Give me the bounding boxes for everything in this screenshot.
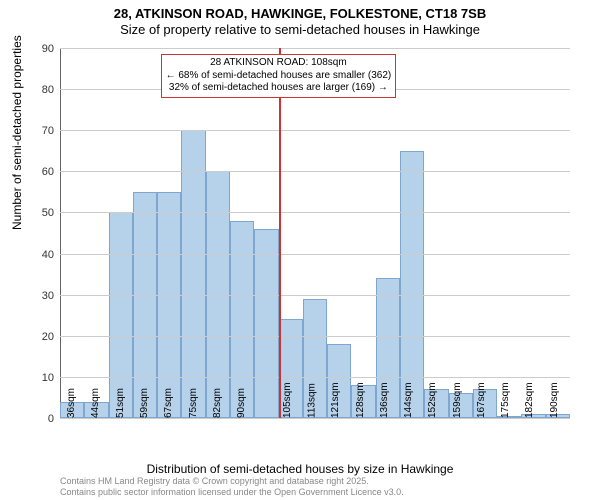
y-tick-label: 30 xyxy=(42,290,60,302)
gridline: 90 xyxy=(60,48,570,49)
y-axis-title: Number of semi-detached properties xyxy=(10,35,24,230)
y-tick-label: 10 xyxy=(42,372,60,384)
x-tick-label: 190sqm xyxy=(545,382,560,418)
gridline: 30 xyxy=(60,295,570,296)
property-size-histogram: 28, ATKINSON ROAD, HAWKINGE, FOLKESTONE,… xyxy=(0,0,600,500)
chart-title-subtitle: Size of property relative to semi-detach… xyxy=(0,22,600,38)
bar-slot: 159sqm xyxy=(449,48,473,418)
bar-slot: 44sqm xyxy=(84,48,108,418)
bar-slot: 90sqm xyxy=(230,48,254,418)
bar-slot: 75sqm xyxy=(181,48,205,418)
y-tick-label: 70 xyxy=(42,125,60,137)
bar xyxy=(157,192,181,418)
bar-slot: 67sqm xyxy=(157,48,181,418)
y-tick-label: 20 xyxy=(42,331,60,343)
subject-annotation-box: 28 ATKINSON ROAD: 108sqm← 68% of semi-de… xyxy=(161,54,397,98)
gridline: 60 xyxy=(60,171,570,172)
x-tick-label: 51sqm xyxy=(111,388,126,418)
annotation-larger: 32% of semi-detached houses are larger (… xyxy=(166,82,392,95)
bar-slot: 82sqm xyxy=(206,48,230,418)
bars-container: 36sqm 44sqm 51sqm 59sqm 67sqm 75sqm 82sqm 90sqm… xyxy=(60,48,570,418)
x-tick-label: 121sqm xyxy=(326,382,341,418)
gridline: 70 xyxy=(60,130,570,131)
gridline: 10 xyxy=(60,377,570,378)
bar-slot: 113sqm xyxy=(303,48,327,418)
y-tick-label: 0 xyxy=(48,413,60,425)
bar-slot: 36sqm xyxy=(60,48,84,418)
bar-slot: 121sqm xyxy=(327,48,351,418)
y-tick-label: 80 xyxy=(42,84,60,96)
bar-slot: 190sqm xyxy=(546,48,570,418)
y-tick-label: 40 xyxy=(42,249,60,261)
bar-slot: 51sqm xyxy=(109,48,133,418)
bar xyxy=(133,192,157,418)
plot-area: 36sqm 44sqm 51sqm 59sqm 67sqm 75sqm 82sqm 90sqm… xyxy=(60,48,570,418)
x-tick-label: 59sqm xyxy=(135,388,150,418)
gridline: 50 xyxy=(60,212,570,213)
bar-slot: 105sqm xyxy=(279,48,303,418)
annotation-smaller: ← 68% of semi-detached houses are smalle… xyxy=(166,70,392,83)
bar xyxy=(181,130,205,418)
gridline: 40 xyxy=(60,254,570,255)
gridline: 20 xyxy=(60,336,570,337)
x-tick-label: 36sqm xyxy=(62,388,77,418)
x-tick-label: 144sqm xyxy=(399,382,414,418)
x-tick-label: 182sqm xyxy=(521,382,536,418)
x-tick-label: 113sqm xyxy=(303,383,318,418)
x-tick-label: 167sqm xyxy=(472,382,487,418)
footer-line-1: Contains HM Land Registry data © Crown c… xyxy=(60,476,404,487)
x-tick-label: 152sqm xyxy=(424,382,439,418)
bar-slot xyxy=(254,48,278,418)
x-tick-label: 159sqm xyxy=(448,382,463,418)
bar-slot: 128sqm xyxy=(351,48,375,418)
x-tick-label: 128sqm xyxy=(351,382,366,418)
bar-slot: 152sqm xyxy=(424,48,448,418)
bar-slot: 136sqm xyxy=(376,48,400,418)
bar-slot: 182sqm xyxy=(521,48,545,418)
x-axis-title: Distribution of semi-detached houses by … xyxy=(0,462,600,476)
x-tick-label: 136sqm xyxy=(375,382,390,418)
bar-slot: 59sqm xyxy=(133,48,157,418)
x-tick-label: 82sqm xyxy=(208,388,223,418)
footer-line-2: Contains public sector information licen… xyxy=(60,487,404,498)
x-tick-label: 44sqm xyxy=(86,388,101,418)
chart-title-block: 28, ATKINSON ROAD, HAWKINGE, FOLKESTONE,… xyxy=(0,0,600,39)
y-tick-label: 60 xyxy=(42,166,60,178)
x-tick-label: 67sqm xyxy=(159,388,174,418)
bar-slot: 175sqm xyxy=(497,48,521,418)
annotation-title: 28 ATKINSON ROAD: 108sqm xyxy=(166,57,392,70)
x-tick-label: 175sqm xyxy=(496,382,511,418)
y-tick-label: 90 xyxy=(42,43,60,55)
bar xyxy=(400,151,424,418)
x-tick-label: 75sqm xyxy=(184,388,199,418)
x-tick-label: 90sqm xyxy=(232,388,247,418)
bar-slot: 167sqm xyxy=(473,48,497,418)
bar xyxy=(254,229,278,418)
gridline: 0 xyxy=(60,418,570,419)
y-tick-label: 50 xyxy=(42,207,60,219)
subject-marker-line xyxy=(279,48,281,418)
chart-title-address: 28, ATKINSON ROAD, HAWKINGE, FOLKESTONE,… xyxy=(0,6,600,22)
chart-footer: Contains HM Land Registry data © Crown c… xyxy=(60,476,404,498)
bar-slot: 144sqm xyxy=(400,48,424,418)
